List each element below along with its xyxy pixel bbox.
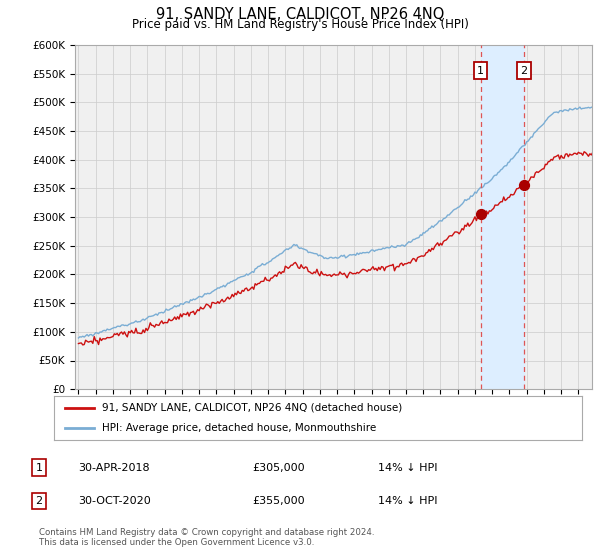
Bar <box>481 45 524 389</box>
Text: 1: 1 <box>35 463 43 473</box>
Point <box>519 181 529 190</box>
Point <box>476 209 485 218</box>
Text: 2: 2 <box>520 66 527 76</box>
Text: 91, SANDY LANE, CALDICOT, NP26 4NQ: 91, SANDY LANE, CALDICOT, NP26 4NQ <box>156 7 444 22</box>
Text: 14% ↓ HPI: 14% ↓ HPI <box>378 496 437 506</box>
Text: 91, SANDY LANE, CALDICOT, NP26 4NQ (detached house): 91, SANDY LANE, CALDICOT, NP26 4NQ (deta… <box>101 403 402 413</box>
Text: £355,000: £355,000 <box>252 496 305 506</box>
Text: £305,000: £305,000 <box>252 463 305 473</box>
Text: 2: 2 <box>35 496 43 506</box>
Text: Price paid vs. HM Land Registry's House Price Index (HPI): Price paid vs. HM Land Registry's House … <box>131 18 469 31</box>
Text: 14% ↓ HPI: 14% ↓ HPI <box>378 463 437 473</box>
Text: 30-OCT-2020: 30-OCT-2020 <box>78 496 151 506</box>
Text: 1: 1 <box>477 66 484 76</box>
Text: 30-APR-2018: 30-APR-2018 <box>78 463 149 473</box>
Text: HPI: Average price, detached house, Monmouthshire: HPI: Average price, detached house, Monm… <box>101 423 376 433</box>
Text: Contains HM Land Registry data © Crown copyright and database right 2024.
This d: Contains HM Land Registry data © Crown c… <box>39 528 374 547</box>
